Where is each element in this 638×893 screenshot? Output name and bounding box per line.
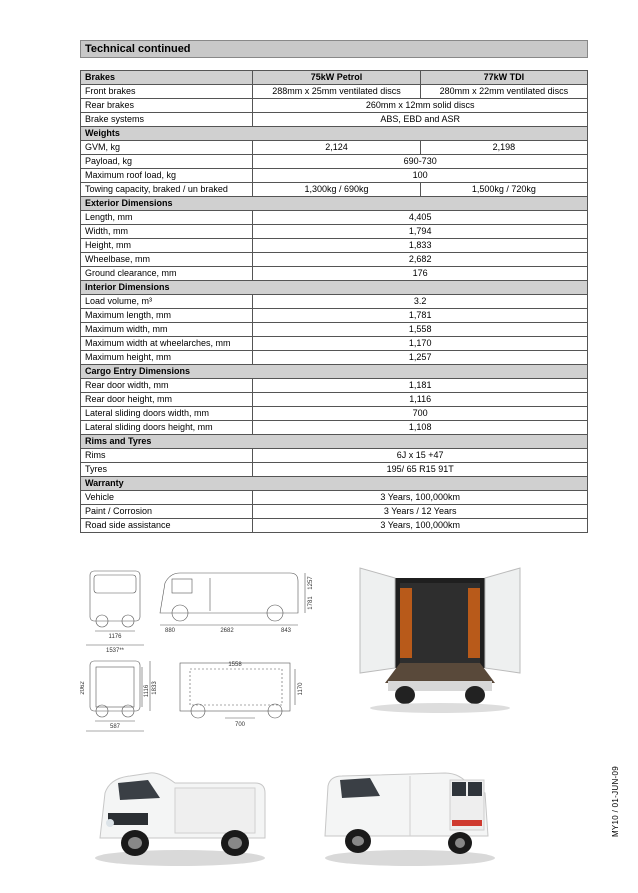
svg-text:1537**: 1537** bbox=[106, 648, 125, 654]
value: 1,558 bbox=[253, 323, 588, 337]
label: Lateral sliding doors height, mm bbox=[81, 421, 253, 435]
value: 3.2 bbox=[253, 295, 588, 309]
value: 1,257 bbox=[253, 351, 588, 365]
col-brakes: Brakes bbox=[81, 71, 253, 85]
label: Width, mm bbox=[81, 225, 253, 239]
value: 2,198 bbox=[420, 141, 587, 155]
svg-text:1257: 1257 bbox=[308, 576, 314, 590]
van-cargo-photo bbox=[340, 563, 540, 713]
section-title: Technical continued bbox=[80, 40, 588, 58]
value: 3 Years, 100,000km bbox=[253, 519, 588, 533]
van-rear-photo bbox=[310, 758, 510, 873]
value: 1,116 bbox=[253, 393, 588, 407]
value: 288mm x 25mm ventilated discs bbox=[253, 85, 420, 99]
value: 1,781 bbox=[253, 309, 588, 323]
value: 195/ 65 R15 91T bbox=[253, 463, 588, 477]
svg-text:1176: 1176 bbox=[109, 634, 123, 640]
svg-text:1833: 1833 bbox=[152, 681, 158, 695]
label: Vehicle bbox=[81, 491, 253, 505]
label: Maximum height, mm bbox=[81, 351, 253, 365]
svg-text:587: 587 bbox=[110, 724, 121, 730]
svg-text:700: 700 bbox=[235, 722, 246, 728]
col-tdi: 77kW TDI bbox=[420, 71, 587, 85]
value: 700 bbox=[253, 407, 588, 421]
label: Payload, kg bbox=[81, 155, 253, 169]
value: 260mm x 12mm solid discs bbox=[253, 99, 588, 113]
section: Weights bbox=[81, 127, 588, 141]
svg-text:880: 880 bbox=[165, 628, 176, 634]
value: 280mm x 22mm ventilated discs bbox=[420, 85, 587, 99]
value: 1,181 bbox=[253, 379, 588, 393]
label: Brake systems bbox=[81, 113, 253, 127]
section: Exterior Dimensions bbox=[81, 197, 588, 211]
svg-text:2062: 2062 bbox=[80, 681, 86, 695]
value: 1,833 bbox=[253, 239, 588, 253]
value: 4,405 bbox=[253, 211, 588, 225]
label: Rims bbox=[81, 449, 253, 463]
value: 1,500kg / 720kg bbox=[420, 183, 587, 197]
svg-text:1116: 1116 bbox=[144, 684, 150, 697]
value: 3 Years, 100,000km bbox=[253, 491, 588, 505]
section: Warranty bbox=[81, 477, 588, 491]
value: ABS, EBD and ASR bbox=[253, 113, 588, 127]
footer-code: MY10 / 01-JUN-09 bbox=[611, 766, 620, 837]
col-petrol: 75kW Petrol bbox=[253, 71, 420, 85]
section: Cargo Entry Dimensions bbox=[81, 365, 588, 379]
blueprint-drawing: 1176 1537** 880 2682 843 1257 1781 bbox=[80, 563, 320, 733]
label: Rear door width, mm bbox=[81, 379, 253, 393]
label: Towing capacity, braked / un braked bbox=[81, 183, 253, 197]
value: 2,124 bbox=[253, 141, 420, 155]
label: Maximum roof load, kg bbox=[81, 169, 253, 183]
label: Wheelbase, mm bbox=[81, 253, 253, 267]
label: Maximum width at wheelarches, mm bbox=[81, 337, 253, 351]
value: 100 bbox=[253, 169, 588, 183]
svg-text:2682: 2682 bbox=[220, 628, 234, 634]
spec-table: Brakes 75kW Petrol 77kW TDI Front brakes… bbox=[80, 70, 588, 533]
value: 6J x 15 +47 bbox=[253, 449, 588, 463]
label: Length, mm bbox=[81, 211, 253, 225]
value: 2,682 bbox=[253, 253, 588, 267]
label: Load volume, m³ bbox=[81, 295, 253, 309]
images-area: 1176 1537** 880 2682 843 1257 1781 bbox=[80, 563, 588, 873]
value: 1,794 bbox=[253, 225, 588, 239]
label: Rear door height, mm bbox=[81, 393, 253, 407]
section: Rims and Tyres bbox=[81, 435, 588, 449]
value: 3 Years / 12 Years bbox=[253, 505, 588, 519]
label: GVM, kg bbox=[81, 141, 253, 155]
label: Ground clearance, mm bbox=[81, 267, 253, 281]
label: Height, mm bbox=[81, 239, 253, 253]
label: Front brakes bbox=[81, 85, 253, 99]
label: Rear brakes bbox=[81, 99, 253, 113]
value: 690-730 bbox=[253, 155, 588, 169]
value: 1,300kg / 690kg bbox=[253, 183, 420, 197]
svg-text:1781: 1781 bbox=[308, 596, 314, 610]
value: 176 bbox=[253, 267, 588, 281]
section: Interior Dimensions bbox=[81, 281, 588, 295]
label: Paint / Corrosion bbox=[81, 505, 253, 519]
label: Maximum length, mm bbox=[81, 309, 253, 323]
svg-text:1170: 1170 bbox=[298, 682, 304, 696]
value: 1,108 bbox=[253, 421, 588, 435]
label: Tyres bbox=[81, 463, 253, 477]
svg-text:1558: 1558 bbox=[228, 662, 242, 668]
label: Road side assistance bbox=[81, 519, 253, 533]
label: Lateral sliding doors width, mm bbox=[81, 407, 253, 421]
svg-text:843: 843 bbox=[281, 628, 292, 634]
value: 1,170 bbox=[253, 337, 588, 351]
label: Maximum width, mm bbox=[81, 323, 253, 337]
van-front-photo bbox=[80, 758, 280, 873]
